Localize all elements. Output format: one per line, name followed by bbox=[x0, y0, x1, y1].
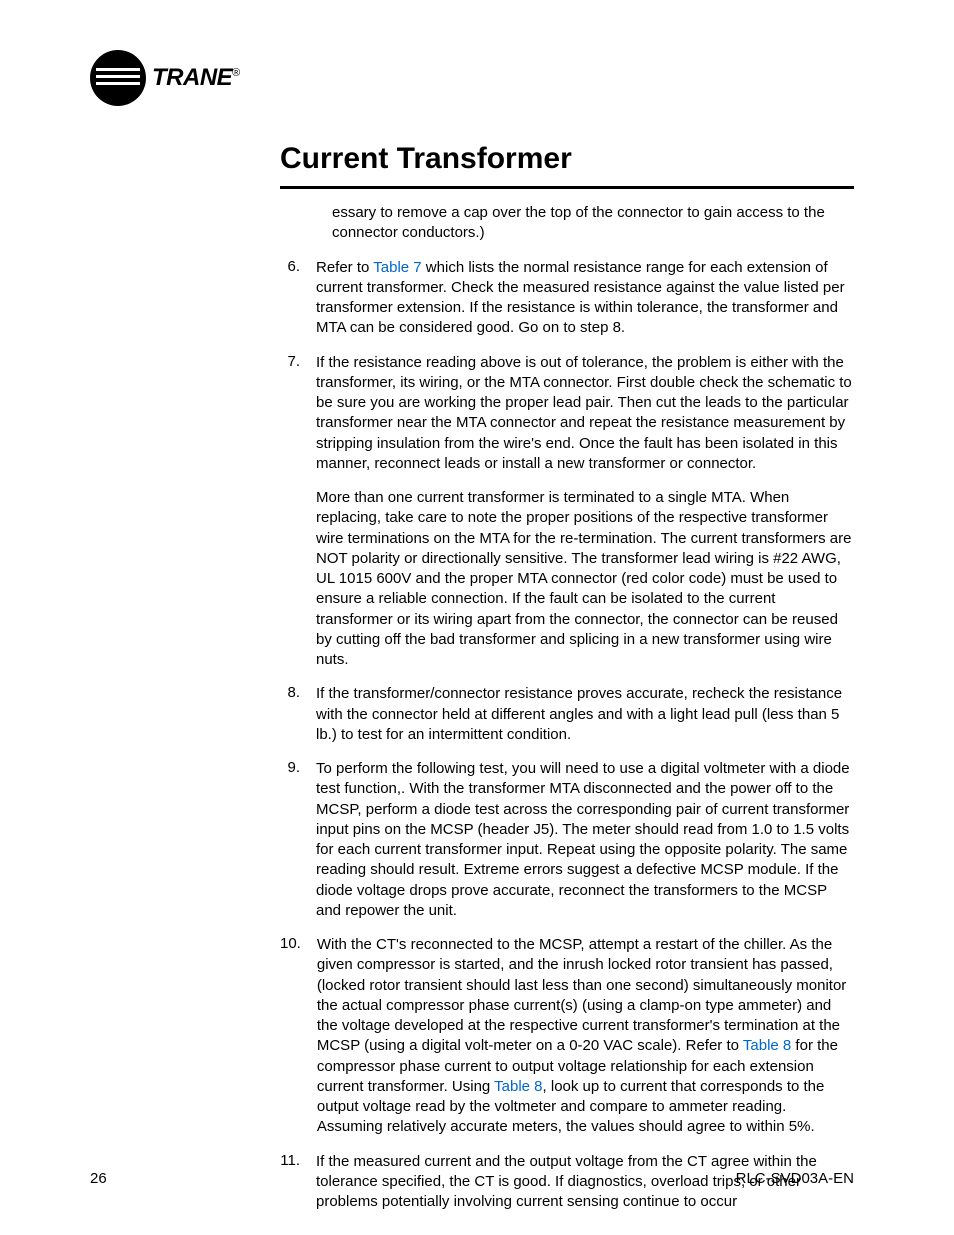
procedure-step: 8.If the transformer/connector resistanc… bbox=[280, 684, 854, 745]
table-reference-link[interactable]: Table 7 bbox=[373, 259, 421, 276]
logo-registered: ® bbox=[232, 67, 240, 79]
doc-id: RLC-SVD03A-EN bbox=[736, 1170, 854, 1187]
section-title: Current Transformer bbox=[280, 142, 854, 176]
page-footer: 26 RLC-SVD03A-EN bbox=[90, 1170, 854, 1187]
logo-brand: TRANE bbox=[152, 64, 232, 91]
step-text: To perform the following test, you will … bbox=[316, 759, 854, 921]
procedure-step: 6.Refer to Table 7 which lists the norma… bbox=[280, 258, 854, 339]
step-number: 8. bbox=[280, 684, 316, 745]
step-number: 7. bbox=[280, 353, 316, 671]
step-number: 6. bbox=[280, 258, 316, 339]
step-paragraph: With the CT's reconnected to the MCSP, a… bbox=[317, 935, 854, 1138]
step-number: 9. bbox=[280, 759, 316, 921]
title-rule bbox=[280, 186, 854, 189]
step-text-run: Refer to bbox=[316, 259, 373, 276]
step-text: If the resistance reading above is out o… bbox=[316, 353, 854, 671]
page-number: 26 bbox=[90, 1170, 107, 1187]
page-content: Current Transformer essary to remove a c… bbox=[280, 142, 854, 1212]
logo-text: TRANE® bbox=[152, 64, 240, 92]
table-reference-link[interactable]: Table 8 bbox=[494, 1078, 542, 1095]
step-text: Refer to Table 7 which lists the normal … bbox=[316, 258, 854, 339]
step-paragraph: Refer to Table 7 which lists the normal … bbox=[316, 258, 854, 339]
continuation-fragment: essary to remove a cap over the top of t… bbox=[332, 203, 854, 244]
table-reference-link[interactable]: Table 8 bbox=[743, 1037, 791, 1054]
step-paragraph: To perform the following test, you will … bbox=[316, 759, 854, 921]
procedure-list: 6.Refer to Table 7 which lists the norma… bbox=[280, 258, 854, 1213]
logo-globe-icon bbox=[90, 50, 146, 106]
procedure-step: 9.To perform the following test, you wil… bbox=[280, 759, 854, 921]
step-text: With the CT's reconnected to the MCSP, a… bbox=[317, 935, 854, 1138]
procedure-step: 10.With the CT's reconnected to the MCSP… bbox=[280, 935, 854, 1138]
step-number: 10. bbox=[280, 935, 317, 1138]
step-paragraph: If the transformer/connector resistance … bbox=[316, 684, 854, 745]
procedure-step: 7.If the resistance reading above is out… bbox=[280, 353, 854, 671]
step-text: If the transformer/connector resistance … bbox=[316, 684, 854, 745]
step-paragraph: If the resistance reading above is out o… bbox=[316, 353, 854, 475]
step-paragraph: More than one current transformer is ter… bbox=[316, 488, 854, 670]
brand-logo: TRANE® bbox=[90, 50, 854, 106]
